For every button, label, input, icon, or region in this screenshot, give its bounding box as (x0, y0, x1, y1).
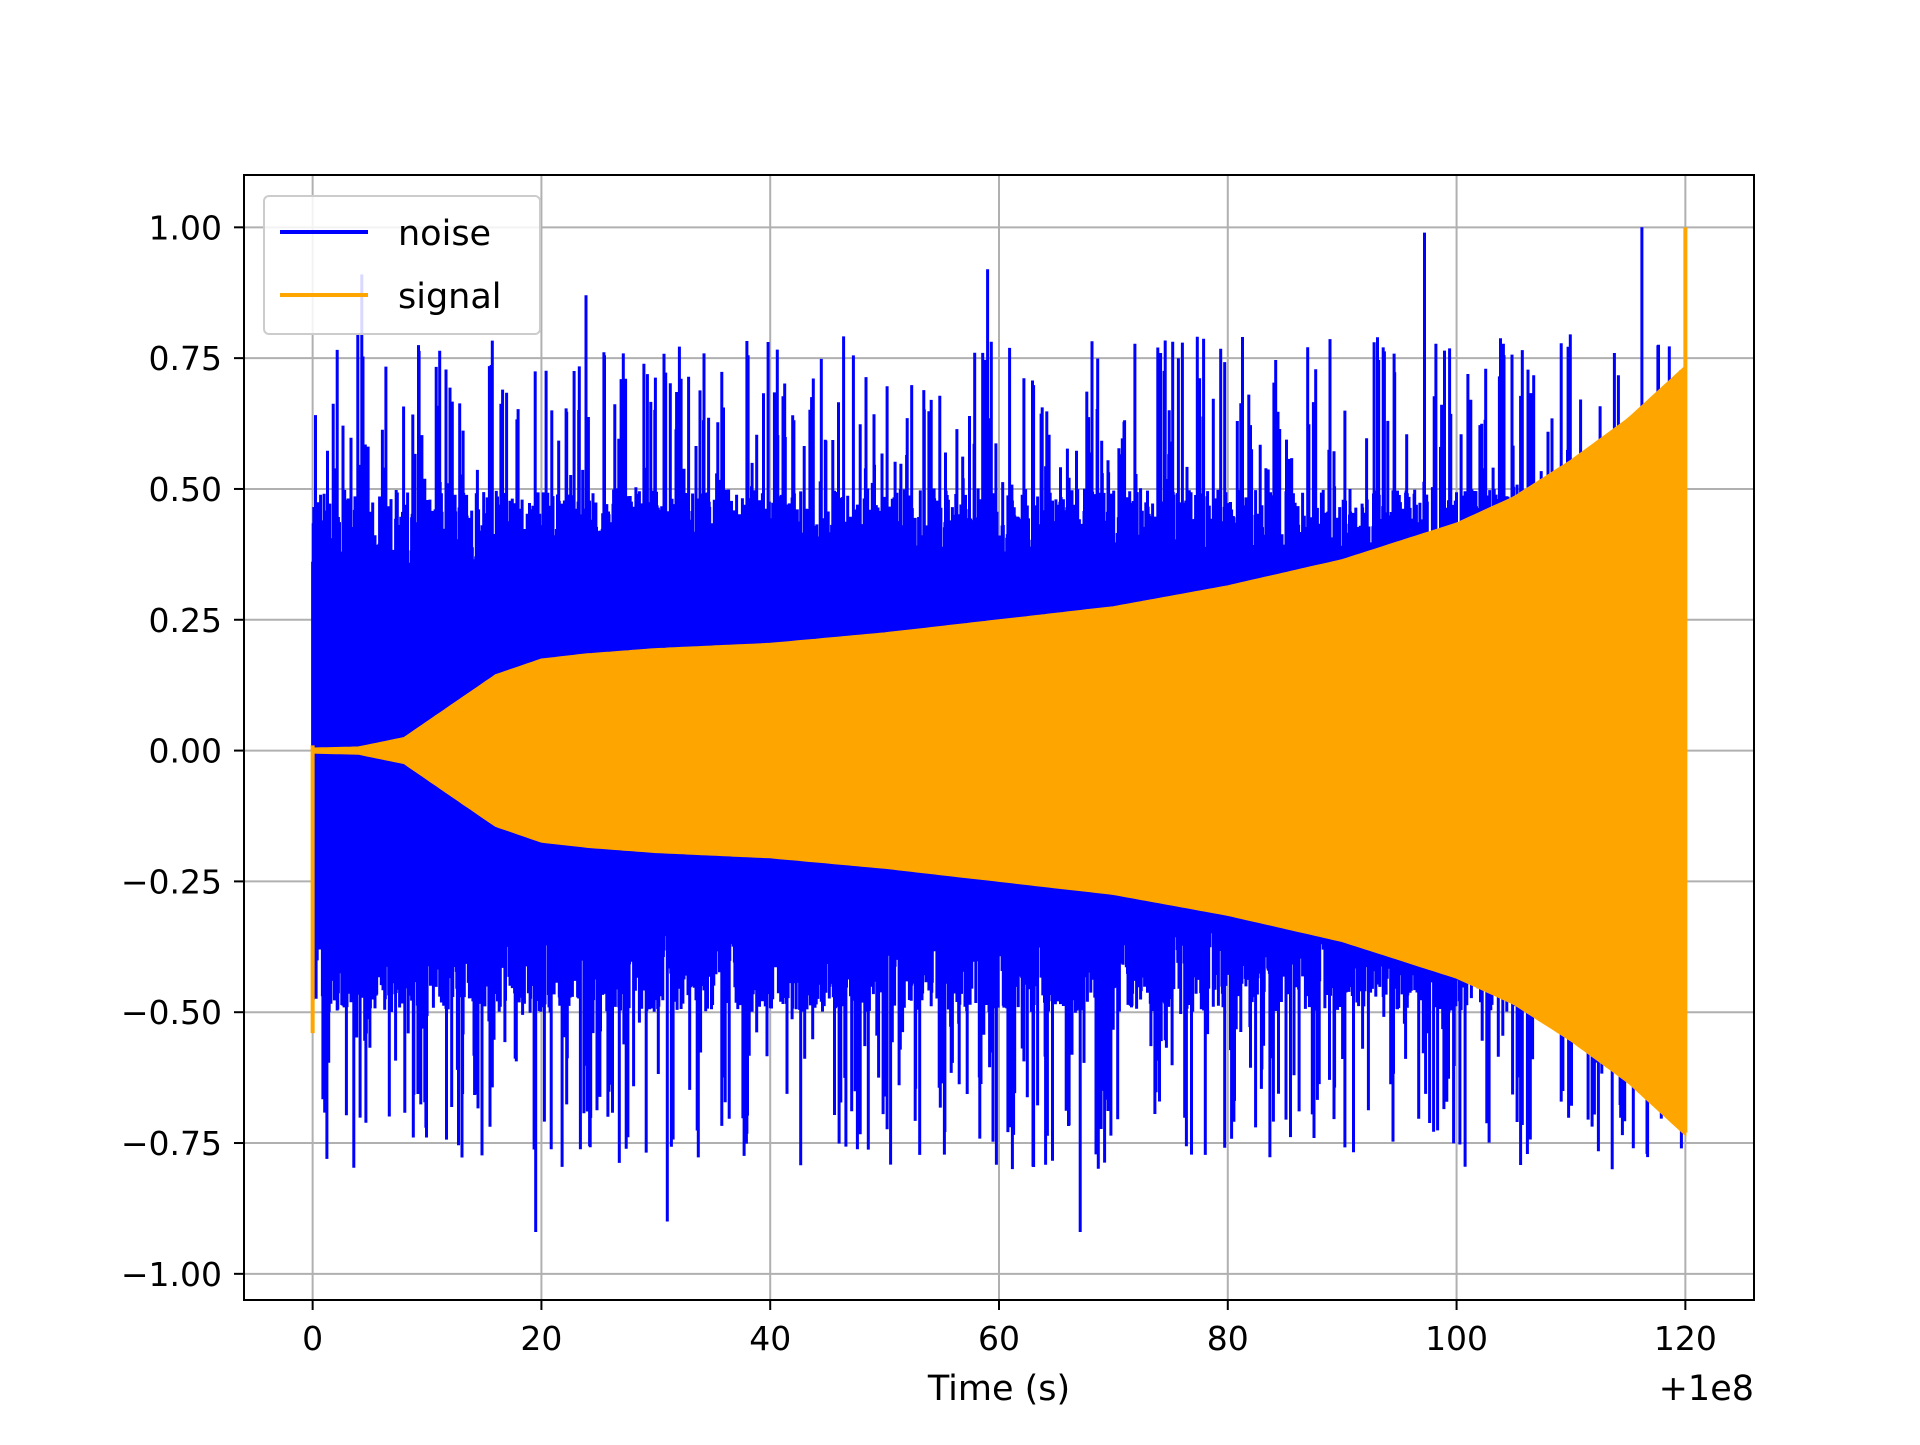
axis-ticks: 0 20 40 60 80 100 120 1.00 0.75 0.50 0.25 0.00 −0.25… (121, 208, 1717, 1358)
x-tick-label: 100 (1425, 1319, 1488, 1358)
y-tick-label: −0.25 (121, 862, 222, 901)
x-offset-label: +1e8 (1659, 1369, 1754, 1409)
legend-label-signal: signal (398, 277, 502, 317)
x-tick-label: 60 (978, 1319, 1020, 1358)
signal-area (310, 227, 1688, 1137)
y-tick-label: 0.00 (149, 732, 222, 771)
legend-label-noise: noise (398, 214, 491, 254)
x-tick-label: 20 (520, 1319, 562, 1358)
x-axis-label: Time (s) (927, 1369, 1070, 1409)
y-tick-label: −1.00 (121, 1255, 222, 1294)
y-tick-label: −0.75 (121, 1124, 222, 1163)
x-tick-label: 80 (1207, 1319, 1249, 1358)
y-tick-label: 1.00 (149, 208, 222, 247)
x-tick-label: 120 (1654, 1319, 1717, 1358)
signal-series (311, 364, 1687, 1137)
y-tick-label: 0.25 (149, 601, 222, 640)
x-tick-label: 40 (749, 1319, 791, 1358)
legend: noise signal (263, 195, 541, 335)
y-tick-label: −0.50 (121, 993, 222, 1032)
y-tick-label: 0.75 (149, 339, 222, 378)
y-tick-label: 0.50 (149, 470, 222, 509)
x-tick-label: 0 (302, 1319, 323, 1358)
